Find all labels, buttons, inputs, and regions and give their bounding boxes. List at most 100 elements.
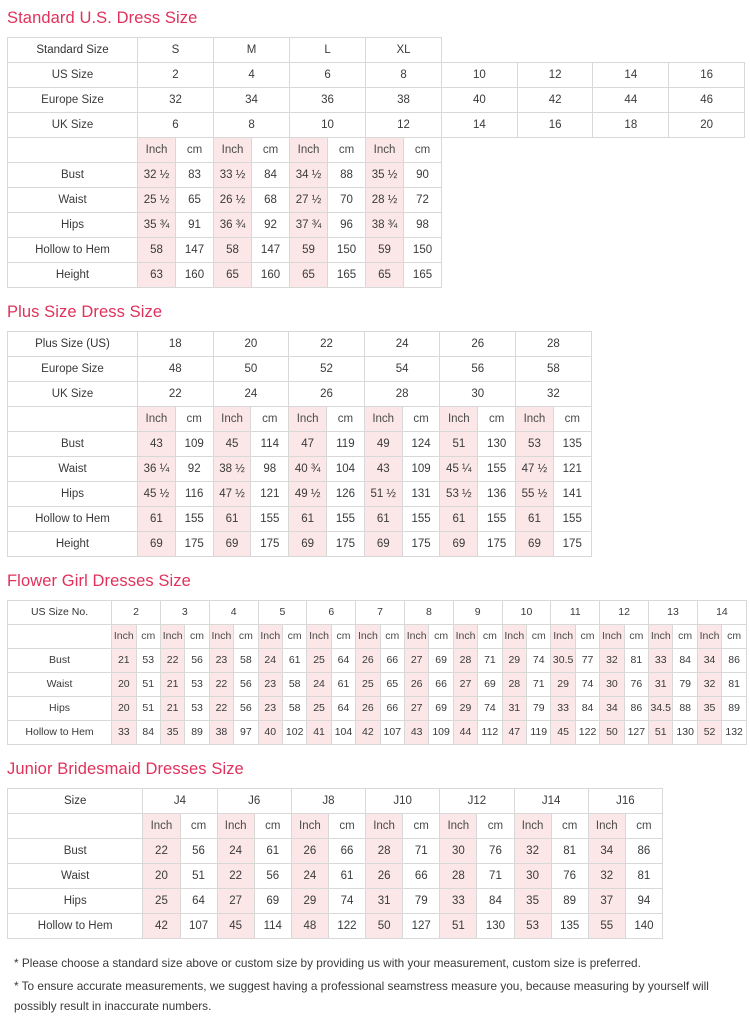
table-header-row: Standard Size S M L XL bbox=[7, 37, 745, 63]
footnote-1: * To ensure accurate measurements, we su… bbox=[14, 978, 709, 1014]
group-header-3: 5 bbox=[257, 600, 308, 625]
table-row: Hips 35 ¾ 91 36 ¾ 92 37 ¾ 96 38 ¾ 98 bbox=[7, 212, 745, 238]
measure-cm-4-4: 175 bbox=[477, 531, 517, 557]
measure-inch-3-0: 33 bbox=[111, 720, 137, 745]
measure-label-3: Hollow to Hem bbox=[7, 506, 138, 532]
section-title-plus: Plus Size Dress Size bbox=[7, 303, 163, 321]
measure-cm-2-12: 89 bbox=[721, 696, 747, 721]
unit-cm-1: cm bbox=[250, 406, 290, 432]
measure-inch-2-12: 35 bbox=[696, 696, 723, 721]
table-row: Hips 20 51 21 53 22 56 23 58 25 64 26 66 27 69 29 74 31 79… bbox=[6, 696, 747, 721]
measure-cm-3-1: 147 bbox=[251, 237, 291, 263]
measure-cm-1-0: 51 bbox=[135, 672, 161, 697]
footnotes: * Please choose a standard size above or… bbox=[14, 953, 740, 1017]
measure-inch-3-1: 35 bbox=[159, 720, 186, 745]
measure-cm-0-9: 77 bbox=[574, 648, 601, 673]
measure-cm-3-6: 140 bbox=[624, 913, 664, 939]
measure-cm-0-0: 109 bbox=[174, 431, 214, 457]
table-row: Hollow to Hem 33 84 35 89 38 97 40 102 41 104 42 107… bbox=[6, 720, 747, 745]
measure-cm-3-7: 112 bbox=[477, 720, 503, 745]
table-row: UK Size 6 8 10 12 14 16 18 20 bbox=[7, 112, 745, 138]
measure-inch-1-4: 45 ¼ bbox=[439, 456, 479, 482]
unit-inch-4: Inch bbox=[439, 813, 478, 839]
measure-cm-0-3: 71 bbox=[402, 838, 441, 864]
measure-cm-3-10: 127 bbox=[623, 720, 650, 745]
group-header-10: 12 bbox=[599, 600, 650, 625]
measure-cm-0-0: 56 bbox=[179, 838, 218, 864]
unit-cm-7: cm bbox=[477, 624, 503, 649]
measure-inch-2-3: 38 ¾ bbox=[365, 212, 405, 238]
size-table-flower: US Size No. 2 3 4 5 6 7 8 9 10 11 12 13 14 Inch cm Inch c… bbox=[6, 600, 748, 745]
table-row: Hollow to Hem 61 155 61 155 61 155 61 155 61 155 61… bbox=[7, 506, 592, 532]
measure-cm-3-3: 150 bbox=[403, 237, 443, 263]
size-value-0-7: 16 bbox=[668, 62, 745, 88]
measure-inch-2-4: 53 ½ bbox=[439, 481, 479, 507]
size-value-2-4: 14 bbox=[441, 112, 518, 138]
measure-cm-3-5: 155 bbox=[552, 506, 592, 532]
measure-inch-3-0: 58 bbox=[137, 237, 176, 263]
size-value-0-3: 8 bbox=[365, 62, 443, 88]
table-row: Waist 36 ¼ 92 38 ½ 98 40 ¾ 104 43 109 45 ¼ 155 47 ½… bbox=[7, 456, 592, 482]
unit-inch-3: Inch bbox=[365, 813, 404, 839]
unit-inch-0: Inch bbox=[111, 624, 137, 649]
size-table-plus: Plus Size (US) 18 20 22 24 26 28 Europe Size 48 5… bbox=[7, 331, 592, 557]
table-row: Waist 25 ½ 65 26 ½ 68 27 ½ 70 28 ½ 72 bbox=[7, 187, 745, 213]
unit-row-blank-label bbox=[6, 813, 144, 839]
measure-inch-1-2: 27 ½ bbox=[289, 187, 329, 213]
size-value-1-3: 28 bbox=[363, 381, 441, 407]
measure-cm-0-6: 86 bbox=[624, 838, 664, 864]
measure-cm-0-3: 124 bbox=[401, 431, 441, 457]
measure-cm-3-2: 150 bbox=[327, 237, 367, 263]
unit-cm-2: cm bbox=[326, 406, 365, 432]
unit-inch-1: Inch bbox=[159, 624, 186, 649]
unit-cm-3: cm bbox=[403, 137, 443, 163]
measure-inch-0-0: 21 bbox=[111, 648, 137, 673]
measure-cm-4-2: 165 bbox=[327, 262, 367, 288]
unit-inch-11: Inch bbox=[648, 624, 674, 649]
group-header-9: 11 bbox=[550, 600, 601, 625]
measure-cm-3-2: 155 bbox=[326, 506, 365, 532]
group-header-4: J12 bbox=[439, 788, 515, 814]
measure-label-1: Waist bbox=[7, 456, 138, 482]
measure-cm-2-10: 86 bbox=[623, 696, 650, 721]
measure-inch-3-3: 61 bbox=[363, 506, 403, 532]
group-header-1: 20 bbox=[212, 331, 290, 357]
measure-inch-3-2: 61 bbox=[288, 506, 328, 532]
measure-cm-0-7: 71 bbox=[477, 648, 503, 673]
measure-inch-2-9: 33 bbox=[550, 696, 576, 721]
measure-cm-1-0: 51 bbox=[179, 863, 218, 889]
size-value-0-4: 10 bbox=[441, 62, 518, 88]
table-corner-label: Plus Size (US) bbox=[7, 331, 138, 357]
measure-inch-0-12: 34 bbox=[696, 648, 723, 673]
measure-cm-1-5: 121 bbox=[552, 456, 592, 482]
measure-cm-4-1: 160 bbox=[251, 262, 291, 288]
measure-cm-2-1: 53 bbox=[184, 696, 210, 721]
measure-cm-0-3: 61 bbox=[281, 648, 308, 673]
table-corner-label: Standard Size bbox=[7, 37, 138, 63]
measure-cm-3-0: 107 bbox=[179, 913, 218, 939]
measure-inch-1-0: 36 ¼ bbox=[137, 456, 176, 482]
measure-cm-2-7: 74 bbox=[477, 696, 503, 721]
table-row: Bust 22 56 24 61 26 66 28 71 30 76 32 81 34 86 bbox=[6, 838, 664, 864]
row-label-1: Europe Size bbox=[7, 87, 138, 113]
measure-cm-3-0: 155 bbox=[174, 506, 214, 532]
measure-cm-1-5: 76 bbox=[550, 863, 589, 889]
measure-cm-1-4: 61 bbox=[330, 672, 357, 697]
measure-inch-2-6: 37 bbox=[587, 888, 626, 914]
group-header-5: J14 bbox=[513, 788, 589, 814]
measure-inch-0-0: 32 ½ bbox=[137, 162, 176, 188]
measure-label-2: Hips bbox=[6, 696, 113, 721]
measure-inch-4-0: 69 bbox=[137, 531, 176, 557]
measure-inch-2-5: 55 ½ bbox=[515, 481, 554, 507]
measure-cm-0-5: 81 bbox=[550, 838, 589, 864]
size-value-1-0: 32 bbox=[136, 87, 215, 113]
measure-inch-2-0: 45 ½ bbox=[137, 481, 176, 507]
measure-inch-0-5: 53 bbox=[515, 431, 554, 457]
measure-inch-2-4: 25 bbox=[306, 696, 332, 721]
measure-label-3: Hollow to Hem bbox=[6, 913, 144, 939]
row-label-2: UK Size bbox=[7, 112, 138, 138]
measure-cm-3-8: 119 bbox=[526, 720, 552, 745]
measure-cm-1-2: 70 bbox=[327, 187, 367, 213]
measure-label-4: Height bbox=[7, 262, 138, 288]
measure-inch-0-5: 26 bbox=[355, 648, 381, 673]
